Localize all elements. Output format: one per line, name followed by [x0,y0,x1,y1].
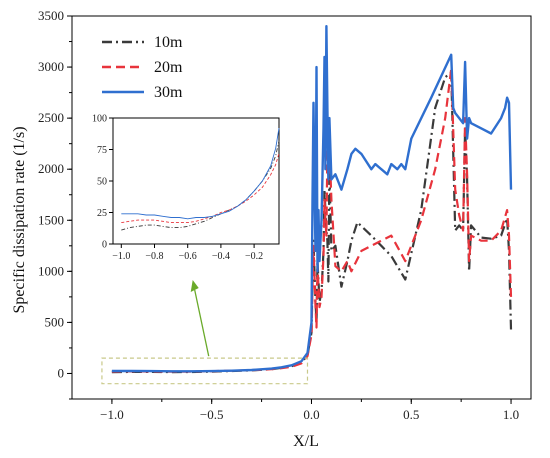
legend-label-20m: 20m [154,59,183,76]
y-axis-label: Specific dissipation rate (1/s) [11,126,28,313]
inset-x-tick-label: −0.2 [245,251,263,262]
y-tick-label: 2000 [38,161,64,176]
y-tick-label: 1500 [38,212,64,227]
y-tick-label: 3500 [38,8,64,23]
inset-x-tick-label: −1.0 [112,251,130,262]
inset-y-tick-label: 25 [97,208,107,219]
inset-frame [112,117,280,245]
y-tick-label: 500 [45,314,65,329]
legend-label-10m: 10m [154,34,183,51]
inset-series-line-20m [121,153,280,224]
x-tick-label: −1.0 [100,407,124,422]
x-tick-label: 1.0 [503,407,519,422]
zoom-region-box [101,357,309,385]
zoom-box [101,357,309,385]
y-tick-label: 0 [58,365,65,380]
inset-y-tick-label: 0 [102,240,107,251]
inset-y-tick-label: 50 [97,177,107,188]
inset-x-tick-label: −0.6 [179,251,197,262]
arrow-shaft [194,289,210,357]
x-tick-label: 0.0 [303,407,319,422]
x-axis-label: X/L [293,433,319,450]
y-tick-label: 1000 [38,263,64,278]
zoom-arrow [190,280,210,357]
series-line-30m [111,25,513,373]
legend: 10m 20m 30m [102,34,183,101]
axis-ticks: −1.0 −0.5 0.0 0.5 1.005001000150020002500300… [38,8,519,422]
x-tick-label: 0.5 [403,407,419,422]
x-tick-label: −0.5 [200,407,224,422]
plot-area-border [71,15,532,400]
arrow-head [190,280,199,292]
inset-series-line-10m [121,140,280,231]
legend-label-30m: 30m [154,84,183,101]
inset-y-tick-label: 100 [92,114,107,125]
y-tick-label: 2500 [38,110,64,125]
y-tick-label: 3000 [38,59,64,74]
plot-frame [71,15,532,400]
series-line-10m [111,71,513,374]
inset-x-tick-label: −0.8 [145,251,163,262]
inset-y-tick-label: 75 [97,145,107,156]
inset-series-line-30m [121,128,280,220]
inset-chart: −1.0 −0.8 −0.6 −0.4 −0.2 0 25 50 75 100 [92,114,280,262]
inset-x-tick-label: −0.4 [212,251,230,262]
main-series-lines [111,25,513,374]
